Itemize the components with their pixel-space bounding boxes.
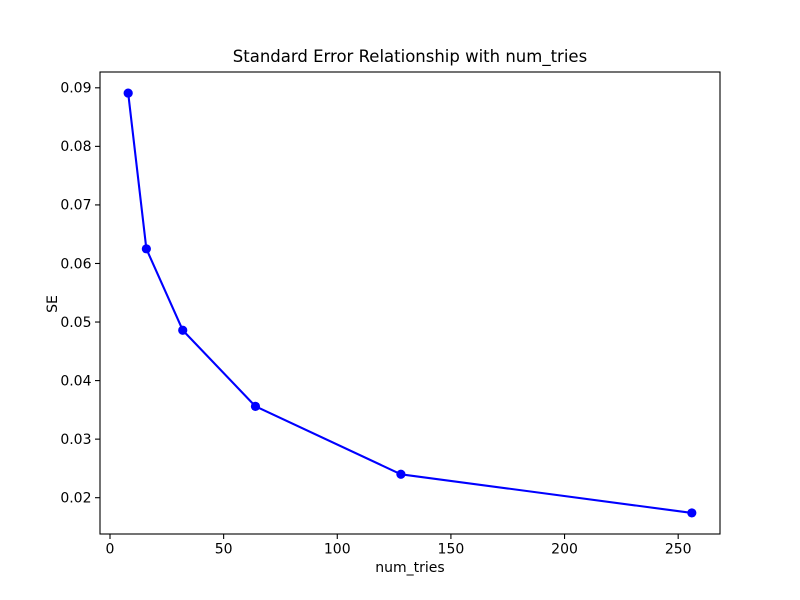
y-tick-label: 0.04 bbox=[60, 373, 91, 389]
plot-border bbox=[99, 71, 721, 535]
data-point bbox=[178, 325, 188, 335]
y-tick-label: 0.09 bbox=[60, 81, 91, 97]
data-point bbox=[687, 508, 697, 518]
x-tick-label: 150 bbox=[438, 542, 465, 558]
y-tick-label: 0.06 bbox=[60, 256, 91, 272]
y-tick-label: 0.08 bbox=[60, 139, 91, 155]
data-point bbox=[396, 469, 406, 479]
x-tick-label: 50 bbox=[215, 542, 233, 558]
x-axis-label: num_tries bbox=[375, 560, 444, 576]
x-tick-label: 250 bbox=[665, 542, 692, 558]
x-tick-label: 200 bbox=[551, 542, 578, 558]
y-tick-label: 0.03 bbox=[60, 432, 91, 448]
y-tick-label: 0.07 bbox=[60, 198, 91, 214]
x-tick-label: 100 bbox=[324, 542, 351, 558]
data-line bbox=[127, 92, 693, 514]
data-point bbox=[250, 401, 261, 411]
chart-title: Standard Error Relationship with num_tri… bbox=[233, 47, 587, 67]
data-point bbox=[141, 244, 151, 254]
y-axis-label: SE bbox=[45, 295, 61, 313]
x-tick-label: 0 bbox=[106, 542, 115, 558]
data-point bbox=[123, 88, 133, 98]
y-tick-label: 0.02 bbox=[60, 490, 91, 506]
y-tick-label: 0.05 bbox=[60, 315, 91, 331]
